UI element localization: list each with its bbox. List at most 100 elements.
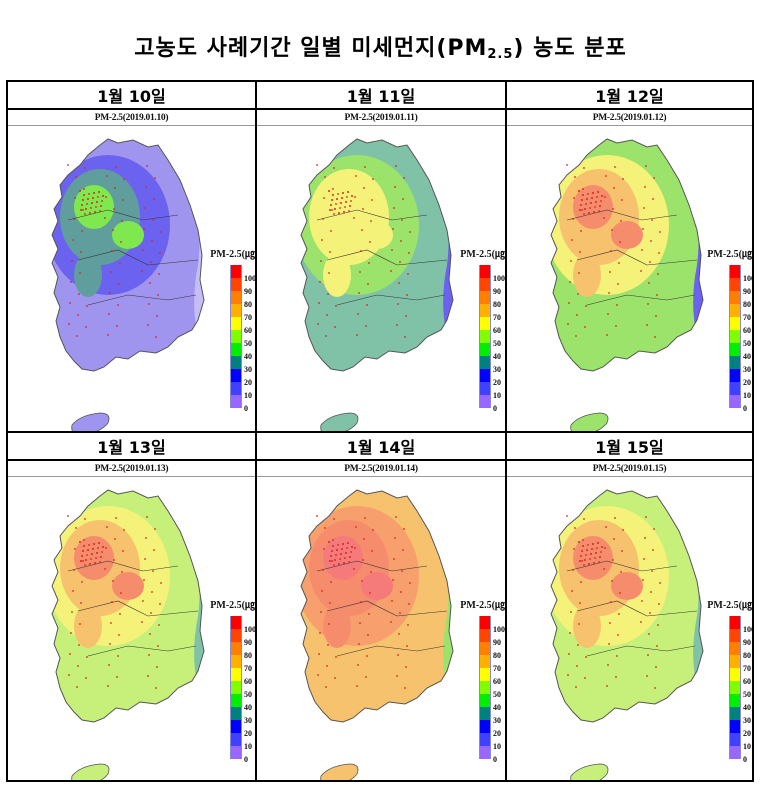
legend-swatch [230,330,242,343]
legend-tick-label: 30 [743,365,751,374]
legend-swatch [729,382,741,395]
legend-tick-label: 80 [743,300,751,309]
legend-swatch [479,616,491,629]
legend-tick-label: 30 [493,716,501,725]
korea-map-svg [550,489,704,780]
legend-swatch [729,356,741,369]
legend-tick-label: 60 [493,677,501,686]
legend-tick-label: 0 [244,755,248,764]
korea-map-svg [550,138,704,431]
legend-tick-label: 20 [244,378,252,387]
korea-map-svg [300,138,454,431]
legend-swatch [729,668,741,681]
panel-subtitle: PM-2.5(2019.01.14) [257,461,505,477]
legend-swatch [230,343,242,356]
color-scale-legend [479,265,491,408]
legend-swatch [479,694,491,707]
panel-subtitle: PM-2.5(2019.01.15) [507,461,752,477]
legend-swatch [230,642,242,655]
legend-swatch [479,382,491,395]
legend-tick-label: 20 [493,729,501,738]
legend-swatch [479,629,491,642]
panel-date-label: 1월 14일 [257,433,505,461]
color-scale-legend [479,616,491,759]
legend-title: PM-2.5(㎍ [460,600,505,611]
legend-tick-label: 30 [743,716,751,725]
panel-jan-14: 1월 14일 PM-2.5(2019.01.14) PM-2.5(㎍ 100 90 8… [257,433,507,780]
panel-date-label: 1월 10일 [8,82,255,110]
legend-swatch [230,278,242,291]
legend-tick-label: 0 [493,755,497,764]
legend-tick-label: 60 [244,677,252,686]
legend-tick-label: 80 [493,651,501,660]
legend-tick-label: 10 [493,391,501,400]
legend-swatch [230,668,242,681]
panel-date-label: 1월 13일 [8,433,255,461]
legend-swatch [729,317,741,330]
legend-tick-label: 40 [743,703,751,712]
legend-tick-label: 30 [244,365,252,374]
panel-jan-11: 1월 11일 PM-2.5(2019.01.11) PM-2.5(㎍ 100 90 8… [257,82,507,433]
legend-tick-label: 80 [743,651,751,660]
legend-swatch [729,694,741,707]
legend-tick-label: 30 [493,365,501,374]
legend-title: PM-2.5(㎍ [707,249,752,260]
legend-swatch [729,720,741,733]
legend-swatch [729,369,741,382]
legend-tick-label: 20 [743,729,751,738]
color-scale-legend [230,265,242,408]
legend-swatch [729,304,741,317]
legend-tick-label: 50 [493,339,501,348]
legend-swatch [230,655,242,668]
legend-tick-label: 70 [244,664,252,673]
legend-swatch [729,616,741,629]
legend-tick-label: 100 [244,274,256,283]
legend-tick-label: 80 [493,300,501,309]
title-tail: ) 농도 분포 [513,36,627,61]
panel-jan-10: 1월 10일 PM-2.5(2019.01.10) PM-2.5(㎍ 100 90 8… [8,82,257,433]
legend-swatch [479,642,491,655]
legend-tick-label: 90 [244,638,252,647]
legend-tick-label: 90 [743,638,751,647]
legend-swatch [729,707,741,720]
legend-swatch [729,395,741,408]
legend-swatch [230,369,242,382]
legend-swatch [479,668,491,681]
legend-tick-label: 50 [493,690,501,699]
legend-swatch [230,616,242,629]
legend-tick-label: 90 [743,287,751,296]
korea-map-svg [300,489,454,780]
panel-jan-15: 1월 15일 PM-2.5(2019.01.15) PM-2.5(㎍100908… [507,433,752,780]
legend-tick-label: 70 [493,313,501,322]
legend-tick-label: 0 [493,404,497,413]
legend-swatch [230,356,242,369]
legend-tick-label: 60 [743,677,751,686]
legend-tick-label: 70 [244,313,252,322]
legend-swatch [729,746,741,759]
korea-map-svg [51,138,205,431]
legend-swatch [479,746,491,759]
korea-map-svg [51,489,205,780]
page-title: 고농도 사례기간 일별 미세먼지(PM2.5) 농도 분포 [0,30,761,62]
legend-tick-label: 50 [244,339,252,348]
legend-tick-label: 30 [244,716,252,725]
legend-tick-label: 10 [743,742,751,751]
legend-tick-label: 100 [743,625,752,634]
legend-swatch [230,304,242,317]
legend-tick-label: 50 [743,339,751,348]
legend-tick-label: 60 [493,326,501,335]
title-subscript: 2.5 [487,47,514,62]
legend-swatch [230,317,242,330]
panel-jan-13: 1월 13일 PM-2.5(2019.01.13) PM-2.5(㎍ 100 90 8… [8,433,257,780]
legend-swatch [729,330,741,343]
legend-tick-label: 80 [244,300,252,309]
legend-tick-label: 100 [743,274,752,283]
legend-tick-label: 50 [244,690,252,699]
legend-title: PM-2.5(㎍ [210,600,255,611]
legend-swatch [479,343,491,356]
